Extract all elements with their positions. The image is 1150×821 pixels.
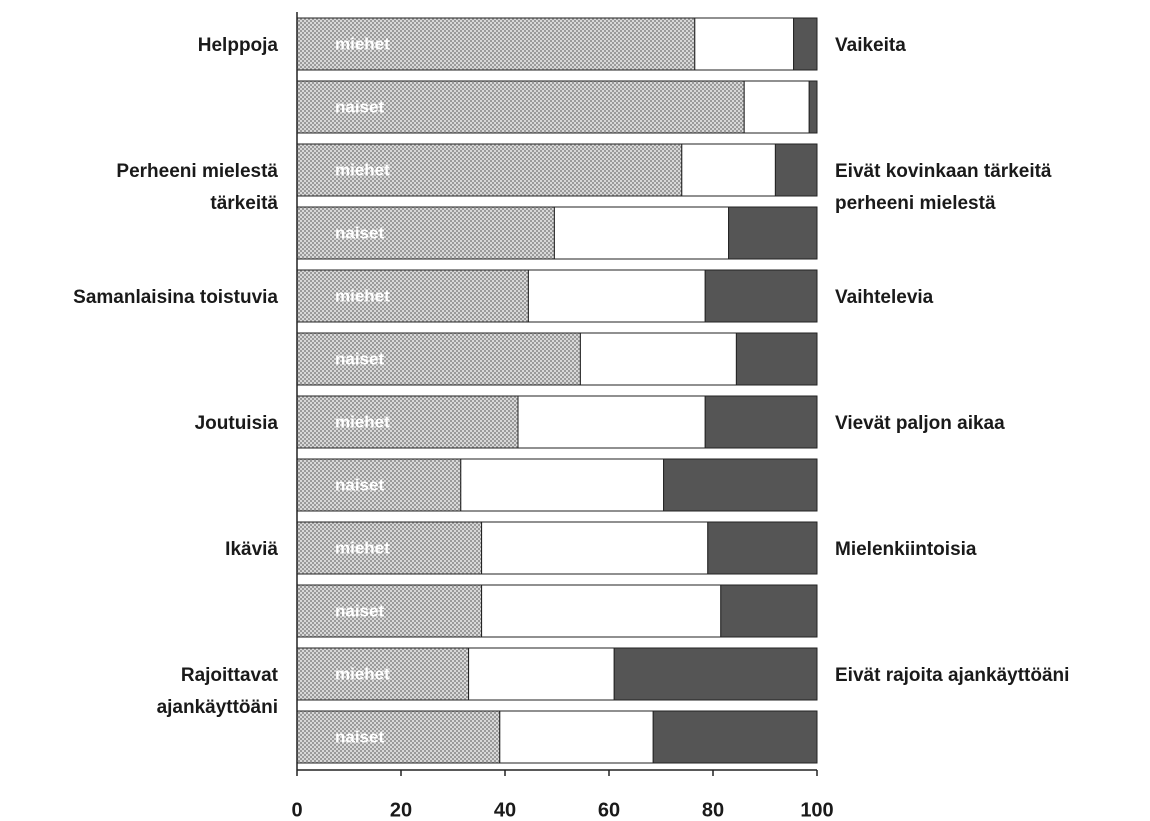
bar-segment [296,143,683,197]
x-tick-label: 100 [800,799,833,821]
bar-segment [296,395,519,449]
bar-segment [296,521,483,575]
bar-label: naiset [335,349,384,368]
right-label: Eivät kovinkaan tärkeitä [835,161,1052,182]
right-label: perheeni mielestä [835,193,996,214]
bar-segment [681,143,776,197]
bar-segment [296,458,462,512]
bar-segment [707,521,818,575]
bar-segment [296,332,581,386]
bar-segment [460,458,665,512]
x-tick-label: 20 [390,799,412,821]
left-label: Samanlaisina toistuvia [73,287,278,308]
bar-label: naiset [335,727,384,746]
x-tick-label: 40 [494,799,516,821]
bar-label: miehet [335,34,390,53]
left-label: tärkeitä [210,193,278,214]
x-tick-label: 0 [291,799,302,821]
bar-segment [296,206,555,260]
bar-label: miehet [335,538,390,557]
bar-segment [808,80,818,134]
bar-segment [793,17,818,71]
bar-label: miehet [335,286,390,305]
bar-segment [499,710,654,764]
bar-label: miehet [335,160,390,179]
bar-segment [481,521,709,575]
bar-segment [774,143,818,197]
x-tick-label: 80 [702,799,724,821]
bar-segment [613,647,818,701]
x-tick-label: 60 [598,799,620,821]
bar-segment [704,269,818,323]
left-label: Rajoittavat [181,665,279,686]
bar-segment [694,17,795,71]
right-label: Vaikeita [835,35,906,56]
left-label: Helppoja [198,35,279,56]
bar-segment [652,710,818,764]
bar-label: naiset [335,475,384,494]
bar-segment [663,458,818,512]
right-label: Vaihtelevia [835,287,934,308]
bar-segment [579,332,737,386]
left-label: Perheeni mielestä [116,161,278,182]
bar-segment [735,332,818,386]
right-label: Mielenkiintoisia [835,539,977,560]
bar-segment [296,584,483,638]
right-label: Vievät paljon aikaa [835,413,1005,434]
bar-segment [468,647,615,701]
bar-segment [743,80,810,134]
right-label: Eivät rajoita ajankäyttöäni [835,665,1069,686]
bar-segment [517,395,706,449]
bar-label: naiset [335,97,384,116]
bar-segment [728,206,818,260]
bar-segment [296,269,529,323]
bar-segment [296,80,745,134]
left-label: Ikäviä [225,539,278,560]
bar-label: naiset [335,223,384,242]
bar-label: miehet [335,412,390,431]
bar-segment [704,395,818,449]
left-label: Joutuisia [195,413,279,434]
left-label: ajankäyttöäni [157,697,278,718]
bar-segment [553,206,730,260]
bar-segment [720,584,818,638]
bar-label: miehet [335,664,390,683]
bar-segment [481,584,722,638]
bar-label: naiset [335,601,384,620]
bar-segment [296,17,696,71]
bar-segment [527,269,706,323]
bar-segment [296,710,501,764]
